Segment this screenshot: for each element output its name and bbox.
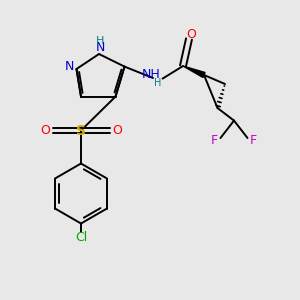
Text: F: F <box>250 134 257 148</box>
Text: N: N <box>65 60 75 73</box>
Text: H: H <box>154 78 161 88</box>
Text: NH: NH <box>142 68 161 82</box>
Text: H: H <box>96 36 104 46</box>
Text: S: S <box>76 124 86 137</box>
Text: N: N <box>95 41 105 54</box>
Text: O: O <box>40 124 50 137</box>
Text: O: O <box>112 124 122 137</box>
Text: O: O <box>187 28 196 41</box>
Text: F: F <box>211 134 218 148</box>
Text: Cl: Cl <box>75 231 87 244</box>
Polygon shape <box>183 66 205 77</box>
